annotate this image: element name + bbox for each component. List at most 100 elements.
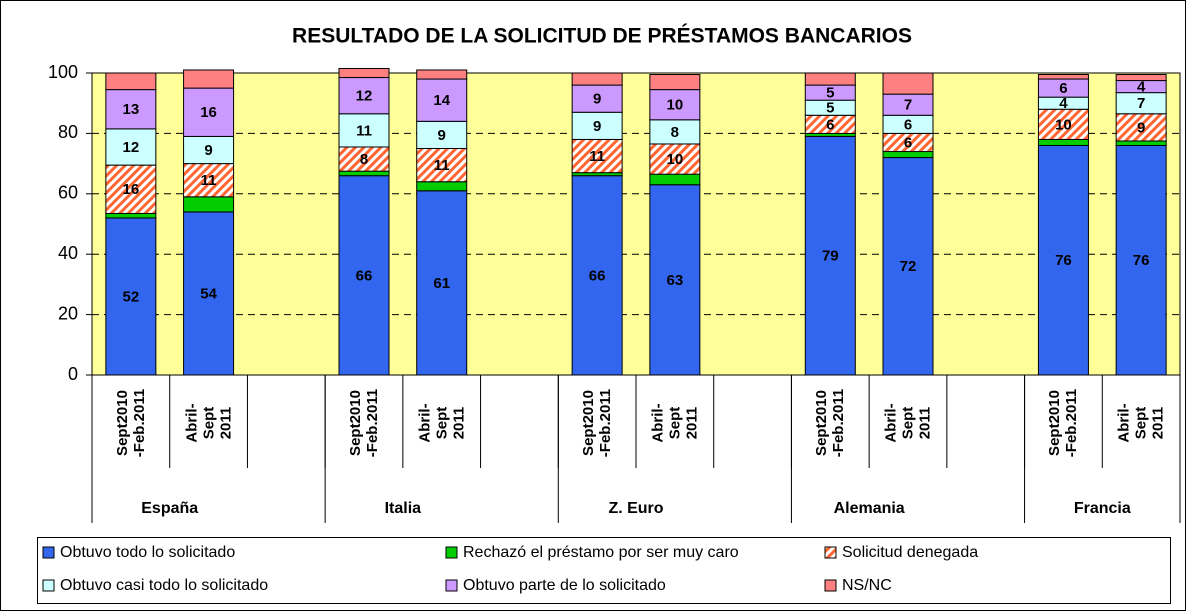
bar-segment <box>338 113 390 148</box>
bar-segment <box>338 67 390 79</box>
data-label: 4 <box>1059 95 1068 112</box>
data-label: 7 <box>1137 95 1145 112</box>
bar-segment <box>1115 140 1167 146</box>
legend-label: Obtuvo casi todo lo solicitado <box>60 577 268 594</box>
data-label: 10 <box>667 151 684 168</box>
bar-segment <box>1037 74 1089 80</box>
x-tick-label: Abril- Sept 2011 <box>183 403 235 443</box>
bar-segment <box>105 72 157 91</box>
data-label: 11 <box>356 122 372 139</box>
x-tick-label: Sept2010 -Feb.2011 <box>1046 388 1081 458</box>
data-label: 9 <box>593 118 601 135</box>
data-label: 10 <box>1055 116 1072 133</box>
bar-segment <box>1115 113 1167 142</box>
x-tick-label: Abril- Sept 2011 <box>649 403 701 443</box>
data-label: 9 <box>438 127 446 144</box>
bar-segment <box>183 211 235 376</box>
y-tick-label: 80 <box>58 122 78 142</box>
data-label: 79 <box>822 248 839 265</box>
group-label: Alemania <box>834 500 905 517</box>
legend-label: Solicitud denegada <box>842 544 978 561</box>
bar-segment <box>105 89 157 130</box>
data-label: 72 <box>900 258 917 275</box>
data-label: 12 <box>123 139 140 156</box>
bar-segment <box>416 78 468 122</box>
bar-segment <box>882 151 934 159</box>
x-tick-label: Sept2010 -Feb.2011 <box>580 388 615 458</box>
x-tick-label: Abril- Sept 2011 <box>416 403 468 443</box>
y-tick-label: 100 <box>48 62 78 82</box>
data-label: 54 <box>200 285 217 302</box>
bar-segment <box>882 157 934 376</box>
legend-swatch <box>42 579 55 592</box>
y-tick-label: 40 <box>58 243 78 263</box>
legend-label: Obtuvo parte de lo solicitado <box>463 577 666 594</box>
data-label: 11 <box>589 148 605 165</box>
data-label: 8 <box>671 124 679 141</box>
bar-segment <box>649 119 701 145</box>
data-label: 6 <box>904 134 912 151</box>
legend-label: Rechazó el préstamo por ser muy caro <box>463 544 739 561</box>
plot-area <box>91 72 1181 376</box>
data-label: 8 <box>360 151 368 168</box>
bar-segment <box>183 196 235 213</box>
x-tick-label: Sept2010 -Feb.2011 <box>347 388 381 458</box>
group-label: Z. Euro <box>608 500 663 517</box>
bar-segment <box>338 170 390 177</box>
data-label: 9 <box>1137 119 1145 136</box>
data-label: 66 <box>356 267 373 284</box>
data-label: 6 <box>826 116 834 133</box>
legend-box <box>37 537 1171 604</box>
bar-segment <box>338 175 390 376</box>
bar-segment <box>416 69 468 80</box>
data-label: 16 <box>200 104 217 121</box>
data-label: 6 <box>1059 80 1067 97</box>
bar-segment <box>338 146 390 172</box>
legend-swatch <box>824 579 837 592</box>
bar-segment <box>649 184 701 376</box>
y-tick-label: 0 <box>68 364 78 384</box>
bar-segment <box>105 164 157 214</box>
data-label: 66 <box>589 267 606 284</box>
data-label: 11 <box>201 172 217 189</box>
legend-label: NS/NC <box>842 577 892 594</box>
bar-segment <box>571 111 623 140</box>
x-tick-label: Sept2010 -Feb.2011 <box>813 388 848 458</box>
group-label: Francia <box>1074 500 1131 517</box>
data-label: 52 <box>123 288 140 305</box>
bar-segment <box>183 69 235 89</box>
data-label: 63 <box>667 272 684 289</box>
bar-segment <box>416 181 468 192</box>
bar-segment <box>1115 144 1167 376</box>
bar-segment <box>804 135 856 376</box>
bar-segment <box>105 128 157 166</box>
x-tick-label: Abril- Sept 2011 <box>882 403 934 443</box>
x-tick-label: Abril- Sept 2011 <box>1115 403 1167 443</box>
data-label: 13 <box>123 101 140 118</box>
data-label: 4 <box>1137 79 1146 96</box>
data-label: 11 <box>434 157 450 174</box>
legend-swatch <box>824 546 837 559</box>
bar-segment <box>804 72 856 86</box>
y-tick-label: 60 <box>58 183 78 203</box>
group-label: Italia <box>385 500 422 517</box>
data-label: 12 <box>356 88 373 105</box>
data-label: 6 <box>904 116 912 133</box>
bar-segment <box>1115 74 1167 82</box>
data-label: 61 <box>433 275 450 292</box>
legend-swatch <box>445 546 458 559</box>
bar-segment <box>649 74 701 91</box>
data-label: 10 <box>667 97 684 114</box>
bar-segment <box>882 72 934 95</box>
bar-segment <box>416 120 468 149</box>
bar-segment <box>649 173 701 186</box>
bar-segment <box>183 135 235 165</box>
legend-swatch <box>42 546 55 559</box>
data-label: 14 <box>433 92 450 109</box>
bar-segment <box>1037 138 1089 146</box>
chart-title: RESULTADO DE LA SOLICITUD DE PRÉSTAMOS B… <box>292 25 912 48</box>
data-label: 76 <box>1133 252 1150 269</box>
data-label: 76 <box>1055 252 1072 269</box>
